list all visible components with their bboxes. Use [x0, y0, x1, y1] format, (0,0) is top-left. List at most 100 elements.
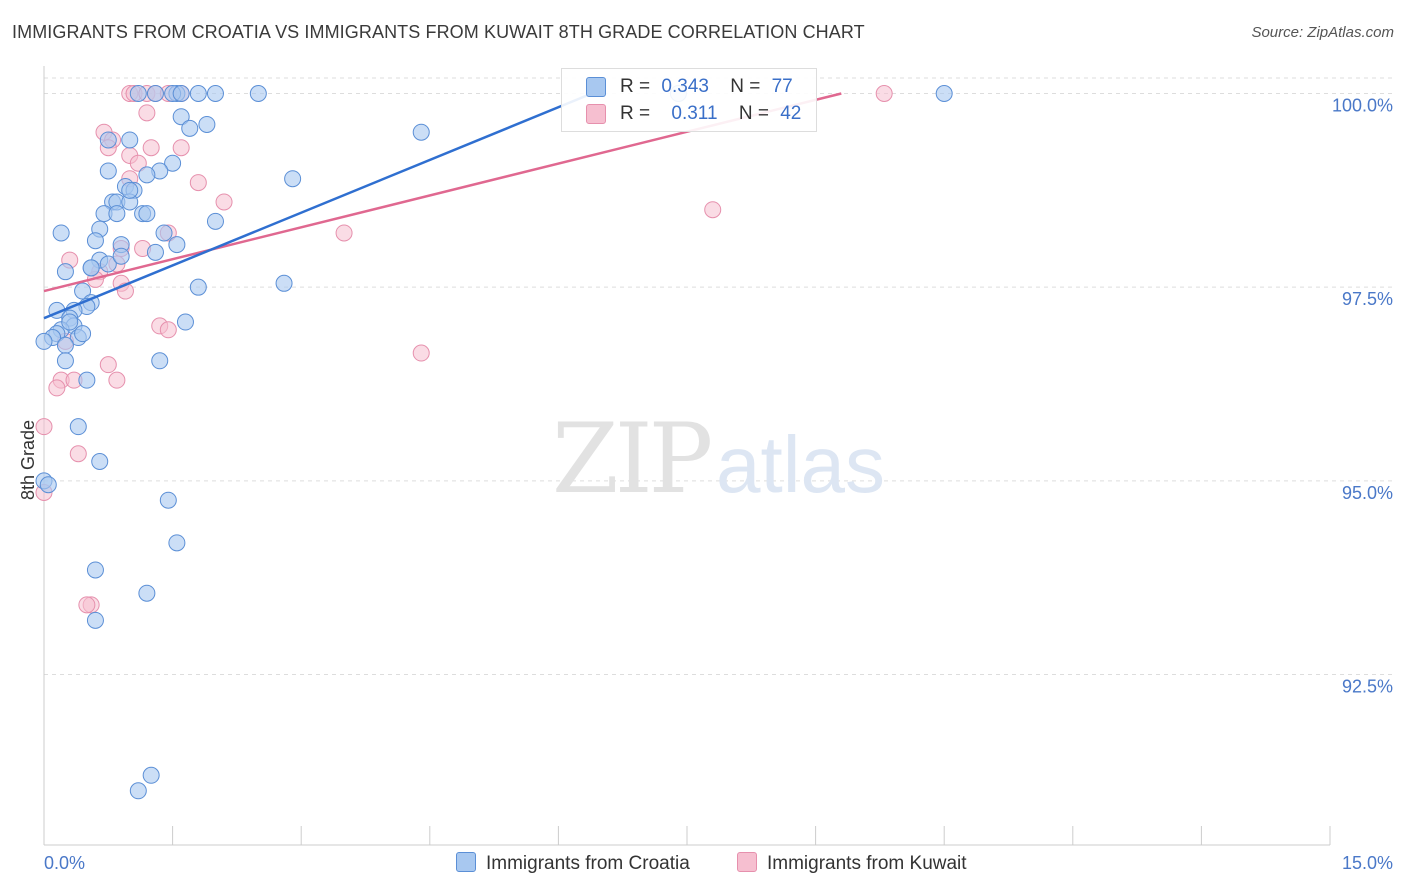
croatia-point-12 [181, 119, 199, 137]
grid-lines [44, 77, 1392, 676]
croatia-point-15 [99, 131, 117, 149]
croatia-point-5 [249, 84, 267, 102]
croatia-point-16 [164, 154, 182, 172]
croatia-point-8 [935, 84, 953, 102]
croatia-point-58 [151, 352, 169, 370]
croatia-point-32 [52, 224, 70, 242]
croatia-n-value: 77 [771, 76, 793, 97]
stats-legend: R = 0.343 N = 77 R = 0.311 N = 42 [561, 68, 817, 132]
kuwait-point-17 [215, 193, 233, 211]
kuwait-point-12 [172, 139, 190, 157]
croatia-point-36 [168, 236, 186, 254]
y-axis-label: 8th Grade [18, 420, 38, 500]
croatia-point-75 [61, 313, 79, 331]
croatia-point-71 [129, 782, 147, 800]
croatia-point-70 [142, 766, 160, 784]
kuwait-r-label: R = [620, 103, 651, 124]
kuwait-point-39 [69, 445, 87, 463]
source-label: Source: ZipAtlas.com [1251, 24, 1394, 41]
watermark-zip: ZIP [552, 403, 711, 515]
croatia-point-33 [155, 224, 173, 242]
y-tick-label-2: 97.5% [1342, 289, 1393, 309]
croatia-point-73 [112, 247, 130, 265]
y-tick-label-1: 95.0% [1342, 483, 1393, 503]
croatia-trend-line [43, 88, 602, 320]
kuwait-point-16 [189, 174, 207, 192]
croatia-point-62 [91, 453, 109, 470]
croatia-point-19 [138, 166, 156, 184]
croatia-point-68 [138, 584, 156, 602]
kuwait-point-38 [35, 418, 53, 436]
y-tick-label-3: 100.0% [1332, 95, 1393, 115]
croatia-point-76 [74, 325, 92, 343]
kuwait-legend-label: Immigrants from Kuwait [767, 853, 967, 874]
croatia-point-37 [146, 243, 164, 261]
croatia-stats-row: R = 0.343 N = 77 [620, 76, 793, 98]
kuwait-point-30 [159, 321, 177, 339]
croatia-legend-label: Immigrants from Croatia [486, 853, 690, 874]
kuwait-point-37 [48, 379, 66, 397]
croatia-point-39 [99, 255, 117, 273]
croatia-r-value: 0.343 [661, 76, 709, 97]
kuwait-point-20 [335, 224, 353, 242]
legend-item-croatia[interactable]: Immigrants from Croatia [456, 852, 690, 875]
croatia-point-18 [99, 162, 117, 180]
chart-title: IMMIGRANTS FROM CROATIA VS IMMIGRANTS FR… [12, 22, 865, 42]
croatia-point-14 [121, 131, 139, 149]
croatia-point-61 [69, 418, 87, 436]
legend-item-kuwait[interactable]: Immigrants from Kuwait [737, 852, 967, 875]
kuwait-point-32 [412, 344, 430, 362]
croatia-point-44 [74, 282, 92, 300]
croatia-point-34 [86, 232, 104, 250]
kuwait-swatch [586, 104, 606, 124]
y-tick-label-0: 92.5% [1342, 677, 1393, 697]
croatia-point-29 [138, 205, 156, 223]
croatia-point-59 [56, 352, 74, 370]
croatia-point-30 [206, 212, 224, 230]
croatia-n-label: N = [730, 76, 761, 97]
kuwait-legend-swatch [737, 852, 757, 872]
axes [43, 66, 1331, 846]
kuwait-point-33 [99, 356, 117, 374]
croatia-point-6 [129, 84, 147, 102]
x-tick-label-0: 0.0% [44, 853, 85, 873]
croatia-point-67 [86, 561, 104, 579]
croatia-point-66 [168, 534, 186, 552]
croatia-point-2 [172, 84, 190, 102]
croatia-point-10 [172, 108, 190, 126]
croatia-point-4 [206, 84, 224, 102]
croatia-point-43 [275, 274, 293, 292]
croatia-point-11 [198, 115, 216, 133]
croatia-r-label: R = [620, 76, 651, 97]
kuwait-n-label: N = [738, 103, 769, 124]
tick-labels: 92.5% 95.0% 97.5% 100.0% 0.0% 15.0% [44, 95, 1393, 873]
croatia-point-60 [78, 371, 96, 389]
croatia-point-69 [86, 611, 104, 629]
croatia-point-74 [121, 181, 139, 199]
kuwait-n-value: 42 [780, 103, 802, 124]
croatia-point-3 [189, 84, 207, 102]
kuwait-point-42 [78, 596, 96, 614]
croatia-swatch [586, 77, 606, 97]
kuwait-point-35 [108, 371, 126, 389]
x-tick-label-1: 15.0% [1342, 853, 1393, 873]
croatia-point-56 [56, 336, 74, 354]
croatia-point-42 [189, 278, 207, 296]
watermark-atlas: atlas [716, 420, 885, 509]
croatia-point-50 [176, 313, 194, 331]
croatia-point-57 [35, 332, 53, 350]
croatia-point-65 [159, 491, 177, 509]
watermark: ZIP atlas [552, 403, 885, 515]
croatia-point-13 [412, 123, 430, 141]
kuwait-point-14 [129, 154, 147, 172]
croatia-point-20 [284, 170, 302, 188]
croatia-point-7 [146, 84, 164, 102]
kuwait-stats-row: R = 0.311 N = 42 [620, 103, 801, 125]
croatia-point-72 [82, 259, 100, 277]
croatia-point-41 [56, 263, 74, 281]
kuwait-point-6 [875, 84, 893, 102]
croatia-point-27 [108, 205, 126, 223]
kuwait-point-7 [138, 104, 156, 122]
croatia-legend-swatch [456, 852, 476, 872]
